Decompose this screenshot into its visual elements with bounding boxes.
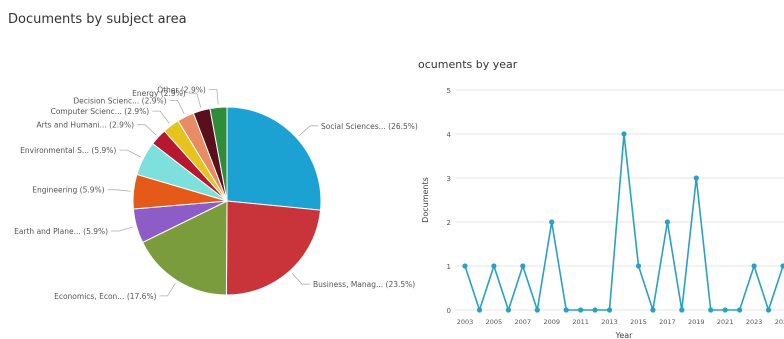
data-point-2019[interactable] [693, 175, 699, 181]
y-tick-label-2: 2 [447, 219, 451, 227]
pie-slice-business-manag [225, 200, 322, 296]
pie-leader-engineering [107, 189, 131, 192]
data-point-2005[interactable] [491, 263, 497, 269]
pie-leader-arts-and-humani [137, 124, 157, 136]
pie-slice-other [209, 106, 228, 202]
pie-leader-decision-scienc [169, 100, 185, 115]
y-tick-label-4: 4 [447, 131, 452, 139]
line-chart-title: ocuments by year [418, 58, 518, 71]
data-point-2016[interactable] [650, 307, 656, 313]
x-tick-label-2009: 2009 [543, 318, 560, 326]
data-point-2012[interactable] [592, 307, 598, 313]
pie-label-engineering: Engineering (5.9%) [32, 186, 104, 195]
pie-label-other: Other (2.9%) [157, 86, 206, 95]
y-axis-title: Documents [421, 177, 430, 223]
x-tick-label-2013: 2013 [601, 318, 618, 326]
pie-leader-business-manag [291, 272, 310, 285]
data-point-2021[interactable] [722, 307, 728, 313]
data-point-2007[interactable] [520, 263, 526, 269]
pie-chart-title: Documents by subject area [8, 12, 187, 27]
pie-leader-other [208, 89, 219, 105]
pie-leader-computer-scienc [152, 110, 170, 124]
pie-leader-earth-and-plane [111, 226, 134, 232]
pie-label-energy: Energy (2.9%) [132, 89, 186, 98]
data-point-2024[interactable] [765, 307, 772, 313]
pie-leader-environmental-s [119, 149, 141, 158]
y-tick-label-3: 3 [447, 175, 451, 183]
pie-leader-social-sciences [298, 125, 318, 137]
x-tick-label-2017: 2017 [659, 318, 676, 326]
data-point-2003[interactable] [462, 263, 468, 269]
x-tick-label-2023: 2023 [746, 318, 763, 326]
pie-leader-economics-econ [159, 282, 176, 297]
data-point-2017[interactable] [664, 219, 671, 225]
data-point-2018[interactable] [679, 307, 685, 313]
data-point-2008[interactable] [534, 307, 540, 313]
pie-label-earth-and-plane: Earth and Plane... (5.9%) [14, 227, 108, 236]
pie-label-decision-scienc: Decision Scienc... (2.9%) [73, 97, 166, 106]
pie-label-economics-econ: Economics, Econ... (17.6%) [54, 292, 156, 301]
pie-label-computer-scienc: Computer Scienc... (2.9%) [51, 107, 150, 116]
pie-label-social-sciences: Social Sciences... (26.5%) [321, 122, 418, 131]
data-point-2022[interactable] [737, 307, 743, 313]
pie-label-business-manag: Business, Manag... (23.5%) [313, 280, 415, 289]
pie-slice-economics-econ [141, 200, 228, 296]
data-point-2014[interactable] [621, 131, 627, 137]
x-tick-label-2019: 2019 [688, 318, 705, 326]
data-point-2020[interactable] [708, 307, 714, 313]
x-tick-label-2011: 2011 [572, 318, 589, 326]
x-tick-label-2007: 2007 [515, 318, 532, 326]
y-tick-label-1: 1 [447, 263, 451, 271]
pie-leader-energy [188, 92, 202, 108]
pie-label-arts-and-humani: Arts and Humani... (2.9%) [36, 121, 134, 130]
y-tick-label-5: 5 [447, 87, 451, 95]
subject-area-pie-chart: Social Sciences... (26.5%) Business, Mana… [14, 86, 418, 301]
data-point-2023[interactable] [751, 263, 757, 269]
data-point-2025[interactable] [780, 263, 784, 269]
x-tick-label-2003: 2003 [457, 318, 474, 326]
x-tick-label-2025: 2025 [775, 318, 784, 326]
data-point-2013[interactable] [606, 307, 613, 313]
pie-slice-social-sciences [226, 106, 322, 211]
data-point-2004[interactable] [476, 307, 483, 313]
x-tick-label-2005: 2005 [486, 318, 503, 326]
data-point-2009[interactable] [549, 219, 555, 225]
y-tick-label-0: 0 [447, 307, 451, 315]
data-point-2011[interactable] [578, 307, 584, 313]
data-point-2015[interactable] [635, 263, 642, 269]
x-tick-label-2021: 2021 [717, 318, 734, 326]
data-point-2006[interactable] [505, 307, 511, 313]
pie-label-environmental-s: Environmental S... (5.9%) [20, 146, 116, 155]
data-point-2010[interactable] [563, 307, 569, 313]
x-tick-label-2015: 2015 [630, 318, 647, 326]
x-axis-title: Year [615, 331, 634, 339]
